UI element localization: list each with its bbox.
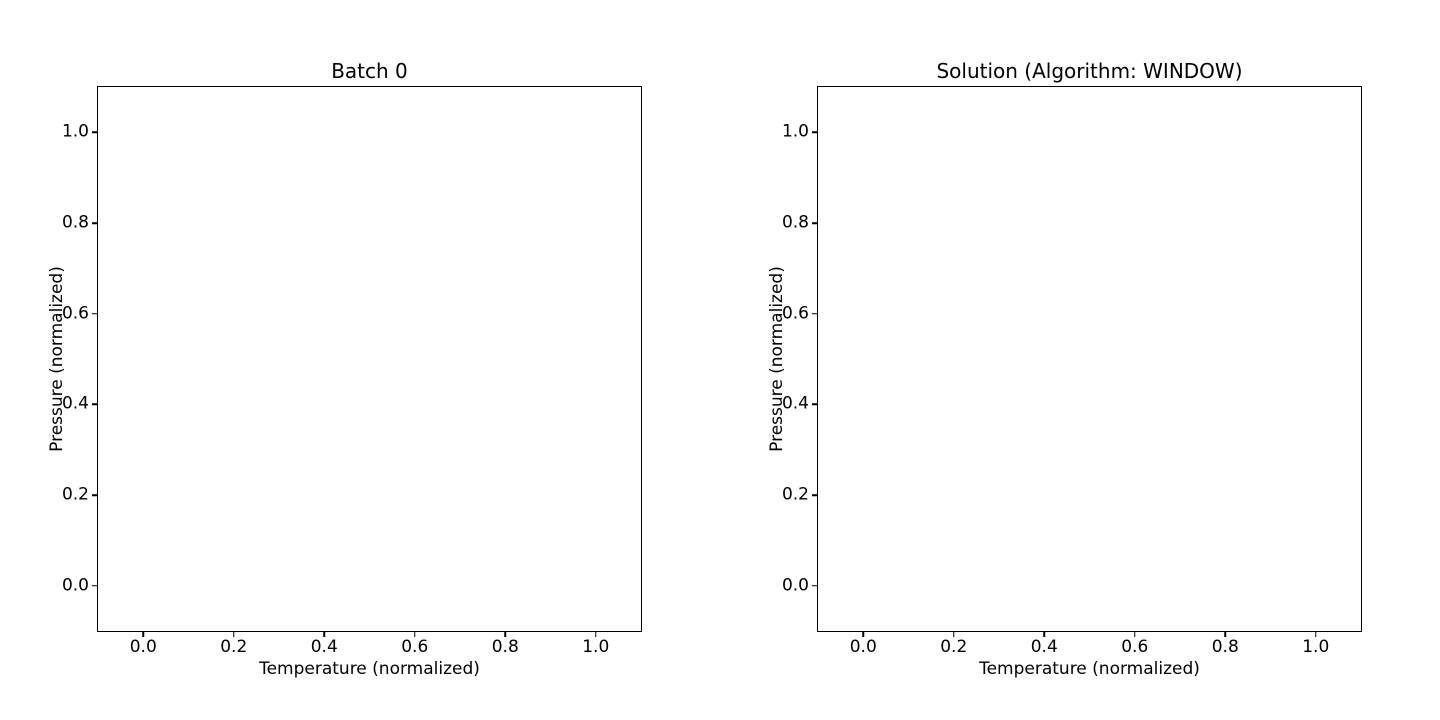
subplot-solution-plot-area: Solution (Algorithm: WINDOW) Temperature… xyxy=(767,60,1362,679)
x-tick-mark xyxy=(233,631,235,637)
x-tick-mark xyxy=(1134,631,1136,637)
x-tick-label: 0.2 xyxy=(220,637,248,657)
x-tick-label: 1.0 xyxy=(1302,637,1330,657)
y-tick-label: 1.0 xyxy=(61,121,89,142)
x-tick-mark xyxy=(142,631,144,637)
y-tick-label: 0.8 xyxy=(781,212,809,233)
plot-title: Solution (Algorithm: WINDOW) xyxy=(936,59,1243,83)
y-tick-mark xyxy=(92,584,98,587)
y-tick-mark xyxy=(92,494,98,496)
y-tick-mark xyxy=(92,131,98,134)
x-tick-mark xyxy=(862,631,864,637)
y-tick-label: 0.4 xyxy=(61,393,89,414)
x-tick-label: 1.0 xyxy=(582,637,610,657)
y-tick-mark xyxy=(812,403,818,406)
x-tick-mark xyxy=(1224,631,1226,637)
y-tick-mark xyxy=(812,222,818,224)
y-tick-label: 0.6 xyxy=(61,303,89,324)
y-tick-label: 1.0 xyxy=(781,121,809,142)
y-tick-mark xyxy=(812,494,818,496)
x-tick-label: 0.6 xyxy=(1121,637,1149,657)
y-tick-label: 0.2 xyxy=(61,484,89,505)
x-tick-label: 0.0 xyxy=(849,637,877,657)
y-tick-mark xyxy=(92,222,98,224)
y-tick-label: 0.0 xyxy=(781,575,809,596)
y-axis-label: Pressure (normalized) xyxy=(47,266,67,452)
x-axis-label: Temperature (normalized) xyxy=(259,659,480,679)
x-tick-mark xyxy=(953,631,955,637)
x-tick-mark xyxy=(595,631,597,637)
y-tick-mark xyxy=(92,403,98,406)
x-tick-mark xyxy=(504,631,506,637)
y-tick-mark xyxy=(812,131,818,134)
x-tick-label: 0.6 xyxy=(401,637,429,657)
x-axis-label: Temperature (normalized) xyxy=(979,659,1200,679)
y-tick-label: 0.2 xyxy=(781,484,809,505)
x-tick-mark xyxy=(414,631,416,637)
x-tick-mark xyxy=(323,631,325,637)
x-tick-label: 0.4 xyxy=(310,637,338,657)
y-tick-label: 0.6 xyxy=(781,303,809,324)
x-tick-label: 0.8 xyxy=(491,637,519,657)
y-tick-label: 0.0 xyxy=(61,575,89,596)
y-tick-mark xyxy=(92,312,98,315)
x-tick-mark xyxy=(1315,631,1317,637)
x-tick-label: 0.4 xyxy=(1030,637,1058,657)
x-tick-mark xyxy=(1043,631,1045,637)
x-tick-label: 0.2 xyxy=(940,637,968,657)
subplot-batch-0-plot-area: Batch 0 Temperature (normalized) Pressur… xyxy=(47,60,642,679)
y-tick-label: 0.4 xyxy=(781,393,809,414)
x-tick-label: 0.0 xyxy=(129,637,157,657)
y-tick-mark xyxy=(812,312,818,315)
y-axis-label: Pressure (normalized) xyxy=(767,266,787,452)
plot-title: Batch 0 xyxy=(331,59,408,83)
x-tick-label: 0.8 xyxy=(1211,637,1239,657)
y-tick-mark xyxy=(812,584,818,587)
y-tick-label: 0.8 xyxy=(61,212,89,233)
